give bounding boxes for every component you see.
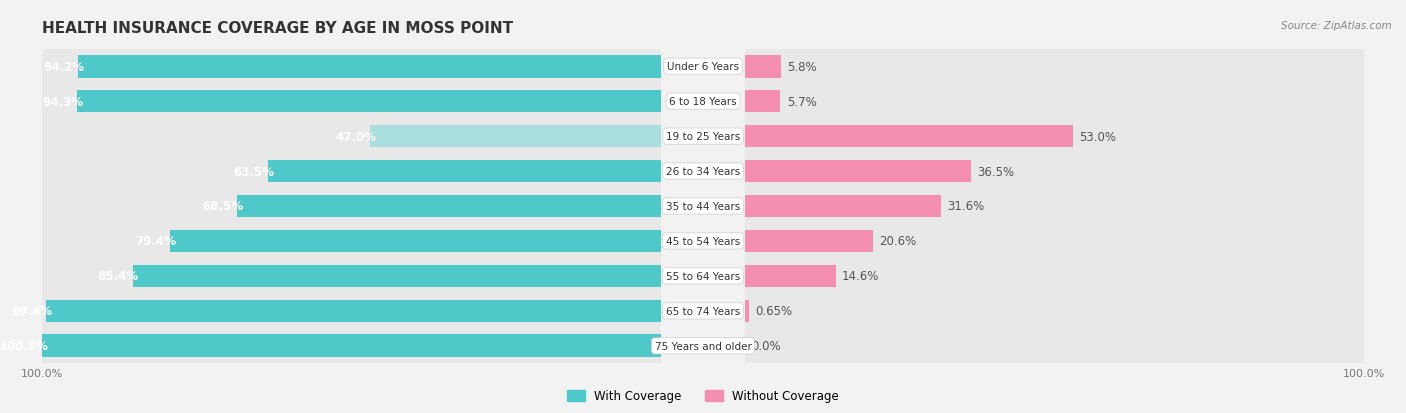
Bar: [745, 56, 782, 78]
Bar: [745, 90, 780, 113]
Text: 0.0%: 0.0%: [751, 339, 780, 352]
Text: 0.65%: 0.65%: [755, 305, 793, 318]
Text: 94.3%: 94.3%: [42, 95, 83, 108]
Text: 79.4%: 79.4%: [135, 235, 176, 248]
Text: 94.2%: 94.2%: [44, 61, 84, 74]
Bar: [170, 230, 661, 253]
Text: 99.4%: 99.4%: [11, 305, 52, 318]
Text: 75 Years and older: 75 Years and older: [655, 341, 751, 351]
Bar: [745, 160, 972, 183]
Bar: [42, 119, 661, 154]
Bar: [745, 265, 835, 287]
Bar: [745, 189, 1364, 224]
Bar: [745, 84, 1364, 119]
Bar: [745, 294, 1364, 329]
Text: 19 to 25 Years: 19 to 25 Years: [666, 132, 740, 142]
Bar: [42, 294, 661, 329]
Text: 20.6%: 20.6%: [879, 235, 917, 248]
Bar: [745, 50, 1364, 84]
Bar: [370, 126, 661, 148]
Bar: [745, 119, 1364, 154]
Bar: [745, 126, 1073, 148]
Text: 26 to 34 Years: 26 to 34 Years: [666, 166, 740, 177]
Text: Source: ZipAtlas.com: Source: ZipAtlas.com: [1281, 21, 1392, 31]
Bar: [42, 50, 661, 84]
Bar: [42, 84, 661, 119]
Bar: [42, 154, 661, 189]
Bar: [238, 195, 661, 218]
Text: Under 6 Years: Under 6 Years: [666, 62, 740, 72]
Text: 100.0%: 100.0%: [0, 339, 48, 352]
Text: 68.5%: 68.5%: [202, 200, 243, 213]
Bar: [745, 329, 1364, 363]
Bar: [79, 56, 661, 78]
Text: 53.0%: 53.0%: [1080, 130, 1116, 143]
Bar: [42, 189, 661, 224]
Bar: [42, 259, 661, 294]
Bar: [745, 195, 941, 218]
Text: 14.6%: 14.6%: [842, 270, 879, 283]
Bar: [77, 90, 661, 113]
Bar: [132, 265, 661, 287]
Text: 5.7%: 5.7%: [786, 95, 817, 108]
Bar: [745, 300, 749, 323]
Text: 5.8%: 5.8%: [787, 61, 817, 74]
Bar: [745, 259, 1364, 294]
Text: 65 to 74 Years: 65 to 74 Years: [666, 306, 740, 316]
Bar: [42, 224, 661, 259]
Text: 31.6%: 31.6%: [946, 200, 984, 213]
Bar: [42, 335, 661, 357]
Bar: [46, 300, 661, 323]
Text: HEALTH INSURANCE COVERAGE BY AGE IN MOSS POINT: HEALTH INSURANCE COVERAGE BY AGE IN MOSS…: [42, 21, 513, 36]
Text: 63.5%: 63.5%: [233, 165, 274, 178]
Bar: [42, 329, 661, 363]
Text: 85.4%: 85.4%: [97, 270, 139, 283]
Bar: [269, 160, 661, 183]
Text: 6 to 18 Years: 6 to 18 Years: [669, 97, 737, 107]
Bar: [745, 224, 1364, 259]
Text: 47.0%: 47.0%: [336, 130, 377, 143]
Text: 35 to 44 Years: 35 to 44 Years: [666, 202, 740, 211]
Bar: [745, 230, 873, 253]
Bar: [745, 154, 1364, 189]
Legend: With Coverage, Without Coverage: With Coverage, Without Coverage: [562, 385, 844, 407]
Text: 55 to 64 Years: 55 to 64 Years: [666, 271, 740, 281]
Text: 36.5%: 36.5%: [977, 165, 1014, 178]
Text: 45 to 54 Years: 45 to 54 Years: [666, 236, 740, 247]
